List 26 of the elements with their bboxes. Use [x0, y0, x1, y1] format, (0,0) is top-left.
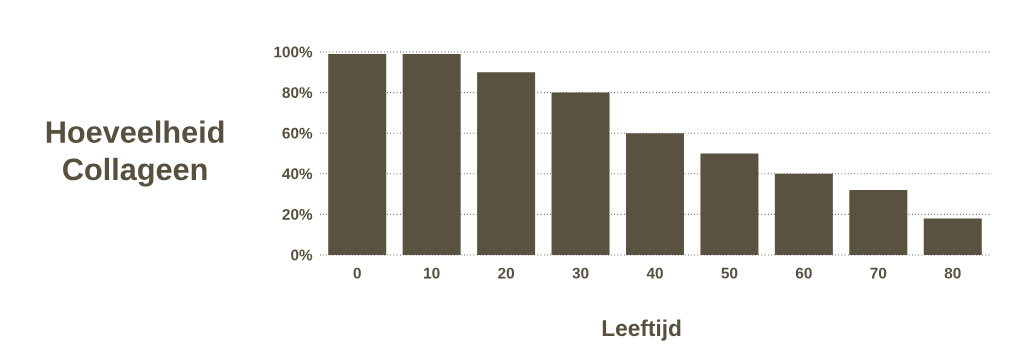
x-tick-label: 50 [721, 267, 738, 279]
y-tick-label: 60% [282, 127, 313, 139]
bar [477, 72, 536, 255]
bar [402, 54, 461, 255]
x-tick-label: 70 [870, 267, 887, 279]
bar [700, 153, 759, 255]
x-tick-label: 10 [424, 267, 440, 279]
bar [328, 54, 387, 255]
x-axis-title: Leeftijd [602, 319, 681, 341]
bar [625, 133, 684, 255]
x-tick-label: 60 [795, 267, 812, 279]
x-tick-label: 30 [572, 267, 589, 279]
y-tick-label: 100% [274, 46, 313, 58]
x-tick-label: 80 [944, 267, 961, 279]
x-tick-label: 20 [498, 267, 515, 279]
x-tick-label: 40 [646, 267, 663, 279]
y-tick-label: 20% [282, 208, 313, 220]
y-tick-label: 0% [291, 249, 313, 261]
y-tick-label: 80% [282, 87, 313, 99]
x-tick-label: 0 [353, 267, 361, 279]
y-tick-label: 40% [282, 168, 313, 180]
bar [774, 173, 833, 255]
bar [551, 92, 610, 255]
bar [923, 218, 982, 255]
bar [849, 190, 908, 255]
y-axis-title: Hoeveelheid Collageen [46, 120, 224, 187]
